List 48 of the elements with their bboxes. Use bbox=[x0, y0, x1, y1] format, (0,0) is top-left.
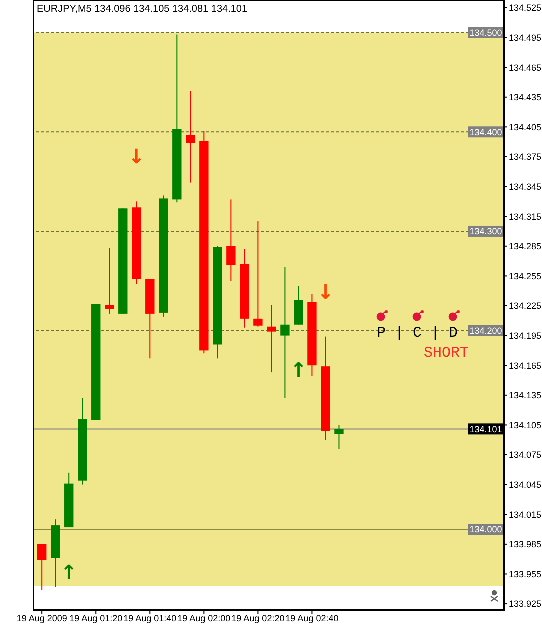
annotation: ↑ bbox=[60, 560, 78, 585]
ref-line-label: 134.200 bbox=[470, 326, 502, 336]
y-tick-label: 134.225 bbox=[509, 301, 542, 312]
candlestick bbox=[226, 199, 236, 282]
candlestick bbox=[254, 221, 263, 328]
ref-line-label: 134.300 bbox=[470, 226, 502, 237]
y-tick-label: 134.165 bbox=[509, 360, 542, 371]
y-tick-label: 133.955 bbox=[509, 569, 542, 580]
y-tick-label: 134.465 bbox=[509, 62, 542, 73]
y-tick-label: 134.045 bbox=[509, 480, 542, 490]
ref-line-label: 134.400 bbox=[470, 127, 502, 138]
y-tick-label: 134.195 bbox=[509, 330, 542, 341]
ref-line-label: 134.500 bbox=[470, 28, 502, 38]
y-tick-label: 134.345 bbox=[509, 182, 542, 192]
annotation: ↑ bbox=[290, 358, 308, 382]
y-tick-label: 134.255 bbox=[509, 271, 542, 282]
candlestick bbox=[105, 248, 114, 314]
y-tick-label: 134.135 bbox=[509, 390, 542, 401]
y-tick-label: 133.985 bbox=[509, 540, 542, 550]
y-tick-label: 134.285 bbox=[509, 242, 542, 252]
annotation: SHORT bbox=[422, 344, 469, 364]
y-tick-label: 133.925 bbox=[509, 599, 542, 610]
x-tick-label: 19 Aug 01:20 bbox=[70, 613, 123, 624]
y-tick-label: 134.375 bbox=[509, 152, 542, 162]
y-tick-label: 134.405 bbox=[509, 122, 542, 132]
y-tick-label: 134.525 bbox=[509, 3, 542, 14]
y-tick-label: 134.315 bbox=[509, 212, 542, 222]
x-tick-label: 19 Aug 02:20 bbox=[232, 613, 285, 624]
y-tick-label: 134.075 bbox=[509, 450, 542, 460]
candlestick bbox=[280, 266, 290, 399]
ref-line-label: 134.000 bbox=[470, 524, 502, 535]
annotation: P | C | D bbox=[377, 324, 460, 344]
x-tick-label: 19 Aug 01:40 bbox=[124, 613, 177, 624]
ref-line-label: 134.101 bbox=[470, 424, 502, 434]
x-tick-label: 19 Aug 2009 bbox=[16, 613, 68, 624]
y-tick-label: 134.105 bbox=[509, 420, 542, 430]
annotation: ↓ bbox=[128, 144, 146, 169]
y-tick-label: 134.015 bbox=[509, 510, 542, 520]
candlestick bbox=[267, 304, 276, 374]
candlestick bbox=[38, 544, 47, 591]
annotation: ↓ bbox=[317, 280, 334, 304]
candlestick bbox=[186, 90, 196, 184]
y-tick-label: 134.495 bbox=[509, 32, 542, 43]
chart-title: EURJPY,M5 134.096 134.105 134.081 134.101 bbox=[37, 4, 248, 15]
x-tick-label: 19 Aug 02:40 bbox=[286, 613, 339, 624]
y-tick-label: 134.435 bbox=[509, 92, 542, 103]
x-tick-label: 19 Aug 02:00 bbox=[178, 613, 231, 624]
candlestick bbox=[334, 424, 344, 450]
